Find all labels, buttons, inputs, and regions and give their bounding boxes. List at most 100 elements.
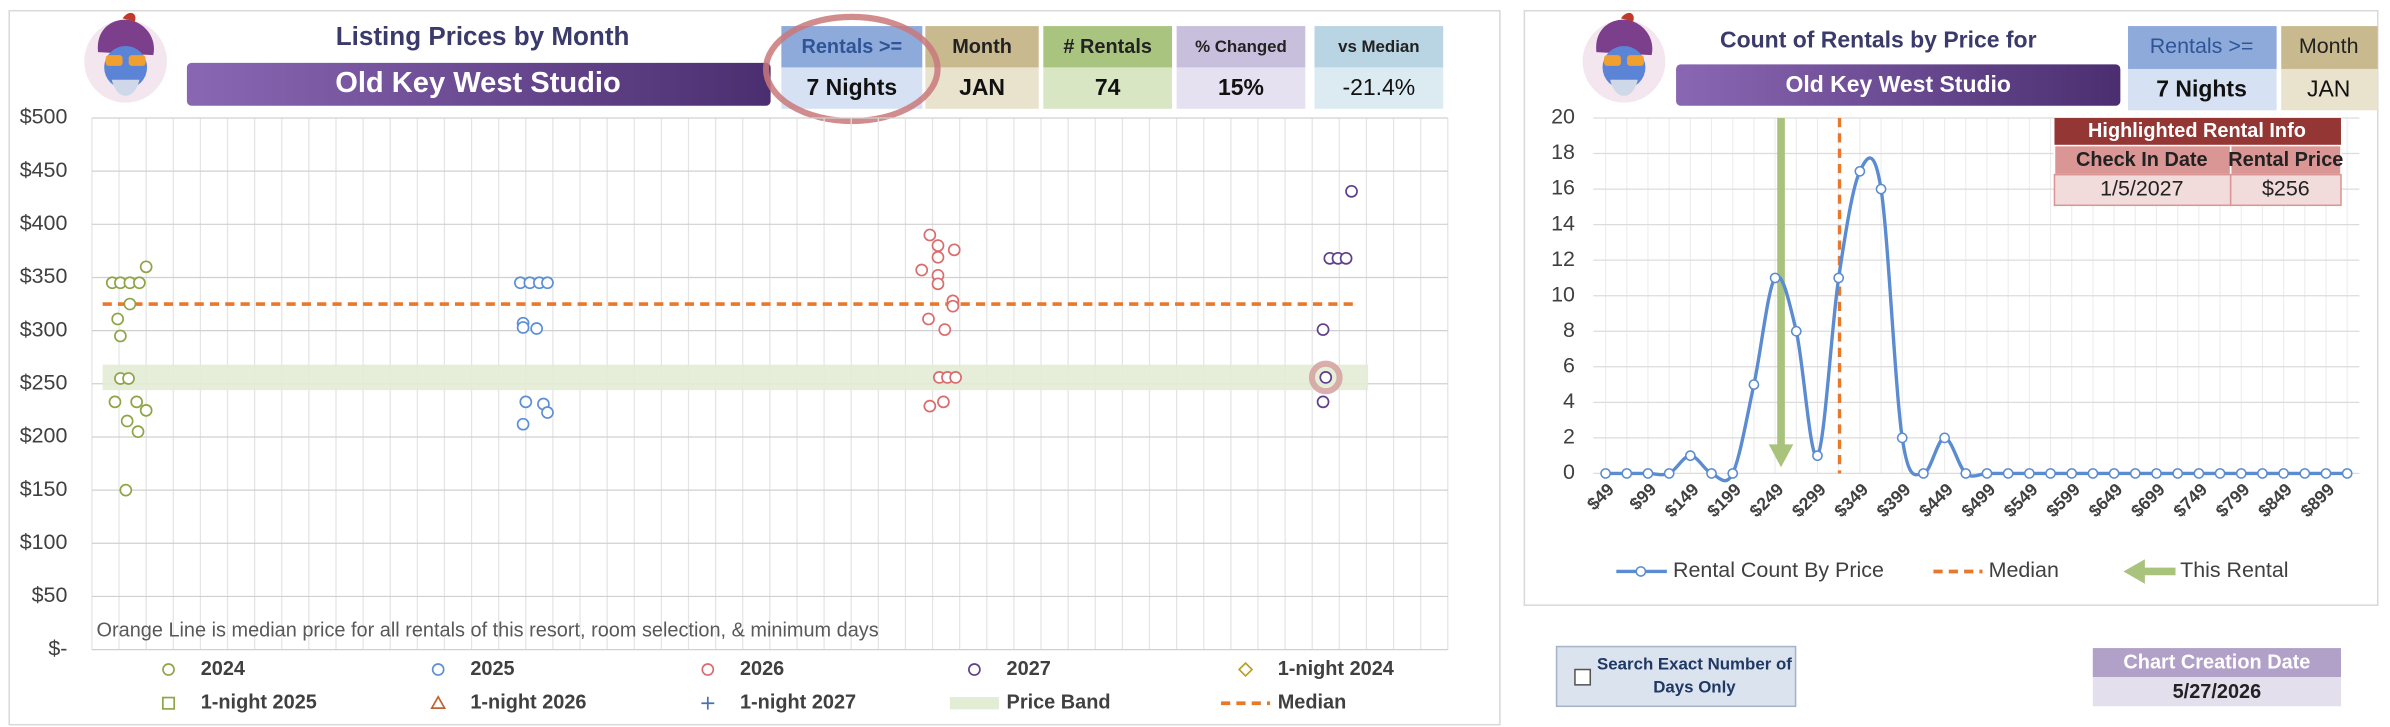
highlight-ring [762, 13, 941, 125]
point [1812, 450, 1823, 462]
marker [108, 395, 122, 409]
filter-box: Month JAN [2281, 26, 2378, 111]
point [1833, 272, 1845, 284]
legend-marker [430, 695, 447, 709]
stat-value: -21.4% [1342, 74, 1415, 100]
marker [541, 406, 554, 419]
marker [1345, 184, 1358, 198]
marker [114, 329, 127, 343]
point [2002, 468, 2014, 479]
point [2066, 468, 2078, 479]
marker [922, 312, 935, 326]
marker [120, 414, 134, 428]
filter-label: Rentals >= [801, 36, 902, 58]
chart-subtitle: Old Key West Studio [1785, 71, 2010, 97]
legend-label: 2026 [740, 658, 784, 680]
table-header: Check In Date [2076, 149, 2208, 171]
marker [1339, 251, 1353, 265]
legend-marker [968, 663, 981, 676]
point [1769, 272, 1781, 284]
point [2129, 468, 2141, 479]
legend-marker [1237, 661, 1254, 678]
marker [119, 483, 133, 497]
point [1642, 468, 1654, 479]
legend-swatch [949, 697, 999, 710]
legend-label: This Rental [2180, 558, 2288, 582]
highlight-ring [1308, 360, 1343, 395]
point [2257, 468, 2268, 479]
y-tick-label: $100 [20, 530, 68, 554]
chart-title: Count of Rentals by Price for [1720, 26, 2037, 52]
filter-value: 7 Nights [2156, 75, 2247, 101]
y-tick-label: 14 [1551, 211, 1575, 235]
point [1790, 325, 1802, 337]
table-cell: $256 [2262, 177, 2310, 201]
legend-label: Median [1278, 691, 1347, 713]
legend-marker [701, 696, 715, 710]
marker [937, 395, 950, 409]
marker [139, 404, 153, 417]
y-tick-label: $500 [20, 105, 68, 129]
filter-box: Rentals >= 7 Nights [781, 26, 923, 109]
y-tick-label: 8 [1563, 318, 1575, 342]
option-label-box: Search Exact Number of Days Only [1597, 654, 1792, 697]
y-tick-label: 18 [1551, 140, 1575, 164]
y-tick-label: $300 [20, 317, 68, 341]
option-label: Search Exact Number of Days Only [1597, 654, 1792, 697]
point [1918, 468, 1929, 479]
marker [541, 276, 554, 290]
y-tick-label: $250 [20, 370, 68, 394]
point [2023, 468, 2035, 479]
y-tick-label: $200 [20, 424, 68, 448]
y-tick-label: 12 [1551, 247, 1575, 271]
banner [186, 62, 771, 106]
highlighted-rental: Highlighted Rental Info Check In Date Re… [2053, 117, 2343, 207]
marker [131, 425, 145, 439]
stat-box: % Changed 15% [1176, 26, 1306, 109]
legend-label: Rental Count By Price [1673, 558, 1884, 582]
stat-label: vs Median [1338, 37, 1419, 56]
marker [519, 395, 533, 409]
marker [949, 371, 962, 384]
point [1939, 432, 1950, 444]
marker [530, 322, 544, 335]
marker [931, 277, 945, 291]
stat-box: # Rentals 74 [1043, 26, 1173, 109]
y-tick-label: $400 [20, 211, 68, 235]
point [1981, 468, 1993, 479]
point [2214, 468, 2226, 479]
point [2108, 468, 2120, 479]
y-tick-label: $150 [20, 477, 68, 501]
point [1854, 165, 1866, 177]
marker [947, 243, 961, 257]
legend-label: Price Band [1007, 691, 1111, 713]
marker [130, 395, 144, 409]
point [1621, 468, 1633, 479]
point [1727, 468, 1739, 479]
point [1960, 468, 1972, 479]
marker [938, 323, 952, 336]
point [2151, 468, 2162, 479]
legend-marker [431, 663, 445, 676]
marker [923, 228, 937, 242]
price-band [102, 364, 1369, 391]
checkbox[interactable] [1574, 668, 1592, 686]
y-tick-label: 6 [1563, 353, 1575, 377]
stat-label: % Changed [1195, 37, 1287, 56]
marker [516, 321, 530, 334]
y-tick-label: 16 [1551, 176, 1575, 200]
banner [1676, 64, 2121, 106]
marker [111, 312, 125, 326]
point [1600, 468, 1611, 479]
marker [1316, 395, 1330, 409]
filter-label: Month [2299, 34, 2359, 58]
stat-label: # Rentals [1063, 36, 1152, 58]
stat-value: 15% [1218, 74, 1264, 100]
filter-value: JAN [959, 74, 1005, 100]
legend-swatch [2123, 559, 2145, 584]
marker [123, 297, 137, 311]
legend-label: 2024 [201, 658, 245, 680]
point [2193, 468, 2205, 479]
